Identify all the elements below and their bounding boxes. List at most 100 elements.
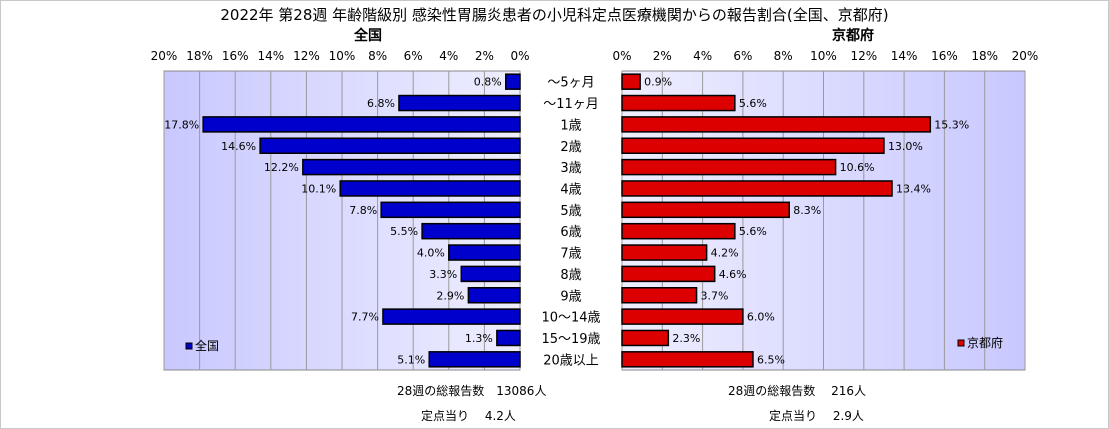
national-value-label: 17.8% [164,118,199,131]
category-label: 9歳 [560,289,581,304]
national-value-label: 6.8% [367,97,395,110]
national-value-label: 7.7% [351,311,379,324]
category-label: 6歳 [560,225,581,240]
national-bar [259,137,521,154]
national-axis-tick-label: 10% [329,49,356,63]
national-per-site: 定点当り 4.2人 [421,409,516,423]
kyoto-bar [621,287,698,304]
kyoto-bar [621,351,754,368]
national-value-label: 0.8% [474,76,502,89]
kyoto-legend-label: 京都府 [967,335,1003,350]
kyoto-panel-title: 京都府 [832,28,874,44]
category-label: ～11ヶ月 [543,97,599,112]
national-legend-swatch [185,342,193,350]
national-bar [448,244,521,261]
kyoto-axis-tick-label: 0% [612,49,631,63]
category-label: 15～19歳 [541,332,600,347]
kyoto-bar [621,265,716,283]
kyoto-value-label: 0.9% [644,76,672,89]
national-bar [202,116,521,133]
category-label: 5歳 [560,204,581,219]
national-value-label: 4.0% [417,247,445,260]
national-total-reports: 28週の総報告数 13086人 [397,384,547,398]
kyoto-axis-tick-label: 2% [653,49,672,63]
kyoto-axis-tick-label: 8% [774,49,793,63]
national-value-label: 3.3% [429,268,457,281]
category-label: 1歳 [560,118,581,133]
national-bar [382,308,521,325]
national-bar [496,329,521,347]
national-axis-tick-label: 20% [151,49,178,63]
national-axis-tick-label: 14% [257,49,284,63]
kyoto-legend-swatch [957,339,965,347]
kyoto-value-label: 15.3% [934,118,969,131]
national-axis-tick-label: 6% [404,49,423,63]
kyoto-axis-tick-label: 4% [693,49,712,63]
category-label: ～5ヶ月 [547,76,594,91]
national-legend-label: 全国 [195,338,219,353]
kyoto-axis-tick-label: 14% [891,49,918,63]
kyoto-value-label: 5.6% [739,97,767,110]
national-bar [460,265,521,283]
kyoto-value-label: 6.0% [747,311,775,324]
kyoto-value-label: 4.2% [711,247,739,260]
national-value-label: 7.8% [349,204,377,217]
national-value-label: 1.3% [465,332,493,345]
kyoto-axis-tick-label: 16% [931,49,958,63]
national-axis-tick-label: 16% [222,49,249,63]
national-bar [421,222,521,240]
national-value-label: 5.1% [397,353,425,366]
kyoto-value-label: 2.3% [672,332,700,345]
kyoto-axis-tick-label: 12% [850,49,877,63]
kyoto-axis-tick-label: 20% [1012,49,1039,63]
chart-title: 2022年 第28週 年齢階級別 感染性胃腸炎患者の小児科定点医療機関からの報告… [220,6,889,24]
national-axis-tick-label: 4% [439,49,458,63]
kyoto-value-label: 4.6% [719,268,747,281]
kyoto-per-site: 定点当り 2.9人 [769,409,864,423]
kyoto-total-reports: 28週の総報告数 216人 [728,384,866,398]
kyoto-axis-tick-label: 6% [733,49,752,63]
category-label: 7歳 [560,247,581,262]
national-value-label: 10.1% [301,182,336,195]
national-bar [380,201,521,219]
kyoto-value-label: 13.0% [888,140,923,153]
category-label: 2歳 [560,140,581,155]
kyoto-bar [621,308,744,325]
kyoto-value-label: 3.7% [701,289,729,302]
kyoto-bar [621,180,893,197]
national-bar [428,351,521,368]
national-value-label: 12.2% [264,161,299,174]
kyoto-value-label: 10.6% [840,161,875,174]
category-label: 3歳 [560,161,581,176]
kyoto-value-label: 13.4% [896,182,931,195]
kyoto-bar [621,329,670,347]
national-bar [505,73,521,90]
kyoto-value-label: 8.3% [793,204,821,217]
kyoto-bar [621,244,708,261]
kyoto-value-label: 5.6% [739,225,767,238]
kyoto-bar [621,201,790,219]
national-value-label: 14.6% [221,140,256,153]
category-label: 8歳 [560,268,581,283]
kyoto-bar [621,158,837,176]
kyoto-value-label: 6.5% [757,353,785,366]
national-bar [467,287,521,304]
kyoto-bar [621,137,885,154]
national-axis-tick-label: 12% [293,49,320,63]
national-axis-tick-label: 0% [510,49,529,63]
kyoto-axis-tick-label: 10% [810,49,837,63]
national-bar [339,180,521,197]
kyoto-bar [621,94,736,112]
kyoto-axis-tick-label: 18% [971,49,998,63]
kyoto-bar [621,73,641,90]
category-label: 10～14歳 [541,311,600,326]
national-value-label: 2.9% [436,289,464,302]
national-value-label: 5.5% [390,225,418,238]
category-label: 4歳 [560,182,581,197]
kyoto-bar [621,222,736,240]
kyoto-bar [621,116,932,133]
category-label: 20歳以上 [543,353,599,368]
national-bar [302,158,521,176]
national-axis-tick-label: 8% [368,49,387,63]
